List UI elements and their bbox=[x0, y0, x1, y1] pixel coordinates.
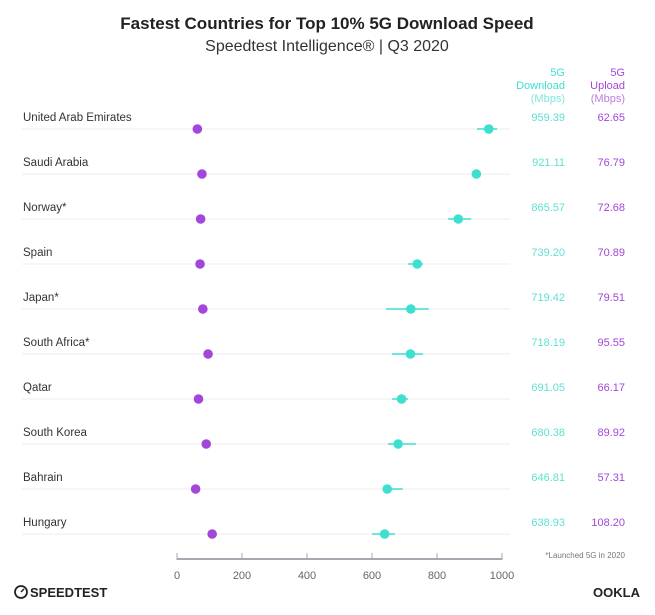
download-header-line: 5G bbox=[550, 67, 565, 79]
download-point bbox=[471, 169, 482, 179]
download-value-label: 680.38 bbox=[531, 427, 565, 439]
download-value-label: 718.19 bbox=[531, 337, 565, 349]
download-value-label: 691.05 bbox=[531, 382, 565, 394]
speedtest-logo: SPEEDTEST bbox=[14, 585, 107, 600]
country-label: Japan* bbox=[23, 292, 59, 304]
footnote: *Launched 5G in 2020 bbox=[545, 551, 625, 560]
upload-value-label: 95.55 bbox=[597, 337, 625, 349]
country-label: Hungary bbox=[23, 517, 67, 529]
upload-point bbox=[198, 304, 208, 314]
upload-value-label: 66.17 bbox=[597, 382, 625, 394]
upload-point bbox=[203, 349, 213, 359]
upload-header-line: 5G bbox=[610, 67, 625, 79]
country-row: Bahrain 646.81 57.31 bbox=[22, 472, 625, 494]
download-point bbox=[406, 304, 416, 314]
country-label: Norway* bbox=[23, 202, 67, 214]
upload-point bbox=[192, 124, 203, 134]
upload-value-label: 79.51 bbox=[597, 292, 625, 304]
chart-title: Fastest Countries for Top 10% 5G Downloa… bbox=[120, 14, 533, 33]
upload-value-label: 108.20 bbox=[591, 517, 625, 529]
country-label: South Korea bbox=[23, 427, 88, 439]
download-point bbox=[412, 259, 423, 269]
download-value-label: 921.11 bbox=[532, 157, 565, 169]
speedtest-logo-text: SPEEDTEST bbox=[30, 585, 107, 600]
download-point bbox=[382, 484, 393, 494]
download-value-label: 646.81 bbox=[531, 472, 565, 484]
upload-value-label: 76.79 bbox=[597, 157, 625, 169]
download-point bbox=[484, 124, 494, 134]
x-tick-label: 1000 bbox=[490, 570, 514, 582]
download-header-line: Download bbox=[516, 80, 565, 92]
upload-point bbox=[190, 484, 201, 494]
download-value-label: 959.39 bbox=[531, 112, 565, 124]
download-point bbox=[396, 394, 407, 404]
country-label: South Africa* bbox=[23, 337, 90, 349]
download-value-label: 719.42 bbox=[531, 292, 565, 304]
x-tick-label: 800 bbox=[428, 570, 446, 582]
download-point bbox=[393, 439, 403, 449]
download-point bbox=[379, 529, 390, 539]
country-row: United Arab Emirates 959.39 62.65 bbox=[22, 112, 625, 134]
download-value-label: 638.93 bbox=[531, 517, 565, 529]
country-row: Spain 739.20 70.89 bbox=[22, 247, 625, 269]
country-label: Saudi Arabia bbox=[23, 157, 89, 169]
x-tick-label: 600 bbox=[363, 570, 381, 582]
upload-header-line: (Mbps) bbox=[591, 93, 625, 105]
x-tick-label: 200 bbox=[233, 570, 251, 582]
rows: United Arab Emirates 959.39 62.65 Saudi Ara… bbox=[22, 112, 625, 539]
country-row: South Korea 680.38 89.92 bbox=[22, 427, 625, 449]
upload-header-line: Upload bbox=[590, 80, 625, 92]
country-label: Bahrain bbox=[23, 472, 63, 484]
download-point bbox=[453, 214, 464, 224]
upload-value-label: 89.92 bbox=[597, 427, 625, 439]
country-row: South Africa* 718.19 95.55 bbox=[22, 337, 625, 359]
x-tick-label: 400 bbox=[298, 570, 316, 582]
upload-point bbox=[201, 439, 212, 449]
download-value-label: 739.20 bbox=[531, 247, 565, 259]
upload-value-label: 62.65 bbox=[597, 112, 625, 124]
country-row: Saudi Arabia 921.11 76.79 bbox=[22, 157, 625, 179]
country-row: Norway* 865.57 72.68 bbox=[22, 202, 625, 224]
country-label: Qatar bbox=[23, 382, 52, 394]
upload-point bbox=[195, 259, 205, 269]
download-header-line: (Mbps) bbox=[531, 93, 565, 105]
download-value-label: 865.57 bbox=[531, 202, 565, 214]
country-row: Japan* 719.42 79.51 bbox=[22, 292, 625, 314]
upload-point bbox=[195, 214, 206, 224]
x-tick-label: 0 bbox=[174, 570, 180, 582]
upload-point bbox=[197, 169, 207, 179]
ookla-logo: OOKLA bbox=[593, 585, 641, 600]
download-point bbox=[405, 349, 416, 359]
x-axis: 0 200 400 600 800 1000 bbox=[174, 553, 514, 582]
upload-value-label: 70.89 bbox=[597, 247, 625, 259]
country-row: Qatar 691.05 66.17 bbox=[22, 382, 625, 404]
upload-point bbox=[207, 529, 217, 539]
speedometer-icon bbox=[14, 585, 28, 599]
country-label: United Arab Emirates bbox=[23, 112, 132, 124]
country-row: Hungary 638.93 108.20 bbox=[22, 517, 625, 539]
country-label: Spain bbox=[23, 247, 52, 259]
upload-point bbox=[193, 394, 204, 404]
upload-value-label: 72.68 bbox=[597, 202, 625, 214]
chart-subtitle: Speedtest Intelligence® | Q3 2020 bbox=[205, 38, 449, 55]
upload-value-label: 57.31 bbox=[597, 472, 625, 484]
